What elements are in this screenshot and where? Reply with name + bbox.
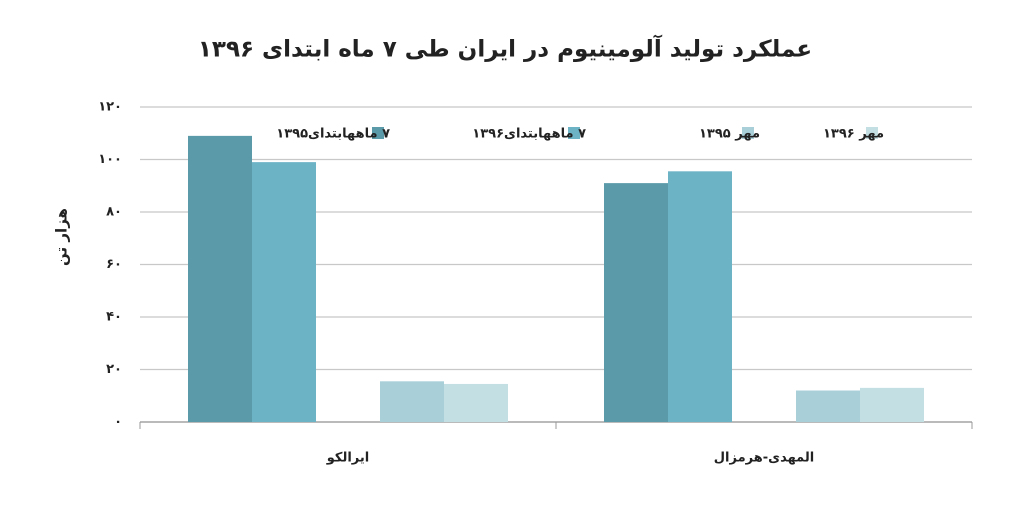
y-tick-label: ۱۲۰ xyxy=(98,100,122,115)
legend-swatch xyxy=(568,127,580,139)
y-axis-label: هزار تن xyxy=(53,208,71,266)
bar xyxy=(668,171,732,422)
legend-label: ۷ ماههابتدای۱۳۹۶ xyxy=(472,127,586,142)
bar xyxy=(252,162,316,422)
legend-swatch xyxy=(742,127,754,139)
bar xyxy=(380,381,444,422)
bar xyxy=(188,135,252,422)
legend-label: مهر ۱۳۹۶ xyxy=(823,127,884,142)
y-tick-label: ۴۰ xyxy=(106,310,122,325)
legend-swatch xyxy=(866,127,878,139)
y-tick-label: ۰ xyxy=(114,415,122,430)
bar xyxy=(796,390,860,422)
chart-title: عملکرد تولید آلومینیوم در ایران طی ۷ ماه… xyxy=(198,34,812,63)
bar xyxy=(860,387,924,422)
legend-label: ۷ ماههابتدای۱۳۹۵ xyxy=(276,127,390,142)
legend-swatch xyxy=(372,127,384,139)
y-tick-label: ۸۰ xyxy=(106,205,122,220)
legend-label: مهر ۱۳۹۵ xyxy=(699,127,760,142)
y-tick-label: ۲۰ xyxy=(106,362,122,377)
bar xyxy=(444,383,508,422)
x-tick-label: ایرالکو xyxy=(326,451,369,466)
bar xyxy=(604,183,668,422)
x-tick-label: المهدی-هرمزال xyxy=(714,451,814,466)
y-tick-label: ۱۰۰ xyxy=(98,152,122,167)
y-tick-label: ۶۰ xyxy=(106,257,122,272)
